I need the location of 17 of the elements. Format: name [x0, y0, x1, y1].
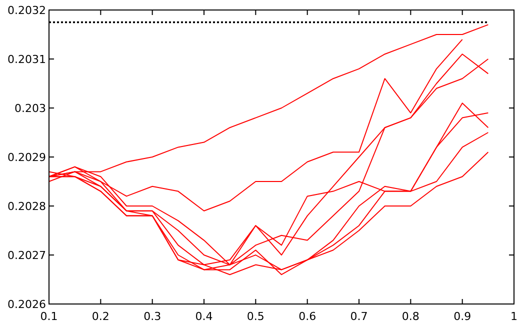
x-tick-label: 0.2	[92, 310, 110, 323]
x-tick-label: 1	[510, 310, 518, 323]
x-tick-label: 0.9	[454, 310, 472, 323]
x-tick-label: 0.1	[40, 310, 58, 323]
y-tick-label: 0.203	[14, 102, 46, 115]
y-tick-label: 0.2032	[8, 4, 46, 17]
x-tick-label: 0.6	[298, 310, 316, 323]
x-tick-label: 0.5	[246, 310, 264, 323]
y-tick-label: 0.2029	[8, 151, 46, 164]
x-tick-label: 0.3	[144, 310, 162, 323]
y-tick-label: 0.2026	[8, 298, 46, 311]
x-tick-label: 0.4	[195, 310, 213, 323]
y-tick-label: 0.2031	[8, 53, 46, 66]
y-tick-label: 0.2027	[8, 249, 46, 262]
x-tick-label: 0.7	[350, 310, 368, 323]
y-tick-label: 0.2028	[8, 200, 46, 213]
x-tick-label: 0.8	[402, 310, 420, 323]
